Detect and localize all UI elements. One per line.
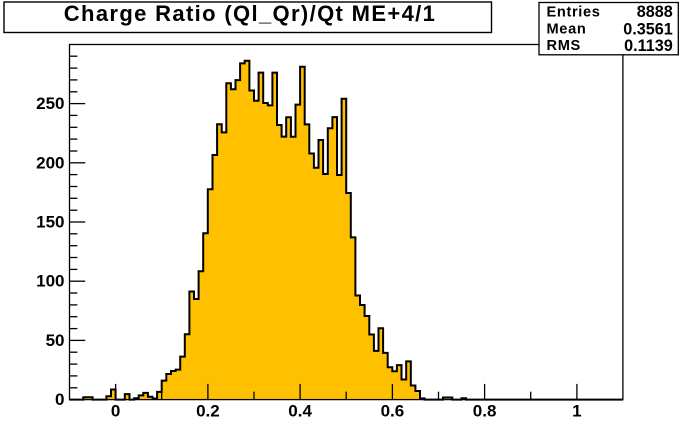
svg-text:0: 0 (55, 390, 64, 409)
svg-text:0.2: 0.2 (196, 401, 220, 420)
svg-text:100: 100 (36, 272, 64, 291)
svg-text:8888: 8888 (637, 3, 673, 21)
svg-text:150: 150 (36, 213, 64, 232)
svg-text:Mean: Mean (547, 21, 587, 37)
svg-text:1: 1 (572, 401, 581, 420)
svg-text:250: 250 (36, 94, 64, 113)
svg-text:0.6: 0.6 (381, 401, 405, 420)
svg-text:0: 0 (111, 401, 120, 420)
svg-text:RMS: RMS (547, 38, 581, 54)
svg-text:0.1139: 0.1139 (624, 37, 673, 55)
svg-text:Charge Ratio (Ql_Qr)/Qt ME+4/1: Charge Ratio (Ql_Qr)/Qt ME+4/1 (64, 1, 436, 26)
svg-text:50: 50 (46, 331, 65, 350)
svg-text:0.8: 0.8 (473, 401, 497, 420)
svg-text:200: 200 (36, 153, 64, 172)
svg-text:Entries: Entries (547, 4, 601, 20)
svg-text:0.4: 0.4 (288, 401, 312, 420)
svg-text:0.3561: 0.3561 (623, 20, 673, 38)
